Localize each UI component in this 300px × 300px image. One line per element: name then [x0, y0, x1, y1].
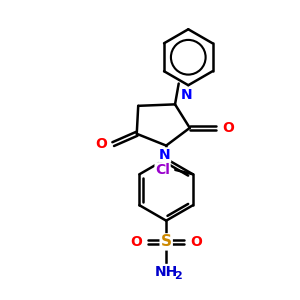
- Text: S: S: [161, 234, 172, 249]
- Text: Cl: Cl: [155, 163, 170, 177]
- Text: 2: 2: [174, 271, 182, 281]
- Text: O: O: [95, 137, 107, 151]
- Text: O: O: [190, 235, 202, 249]
- Text: N: N: [180, 88, 192, 102]
- Text: O: O: [223, 121, 235, 135]
- Text: O: O: [130, 235, 142, 249]
- Text: NH: NH: [154, 265, 178, 278]
- Text: N: N: [159, 148, 170, 162]
